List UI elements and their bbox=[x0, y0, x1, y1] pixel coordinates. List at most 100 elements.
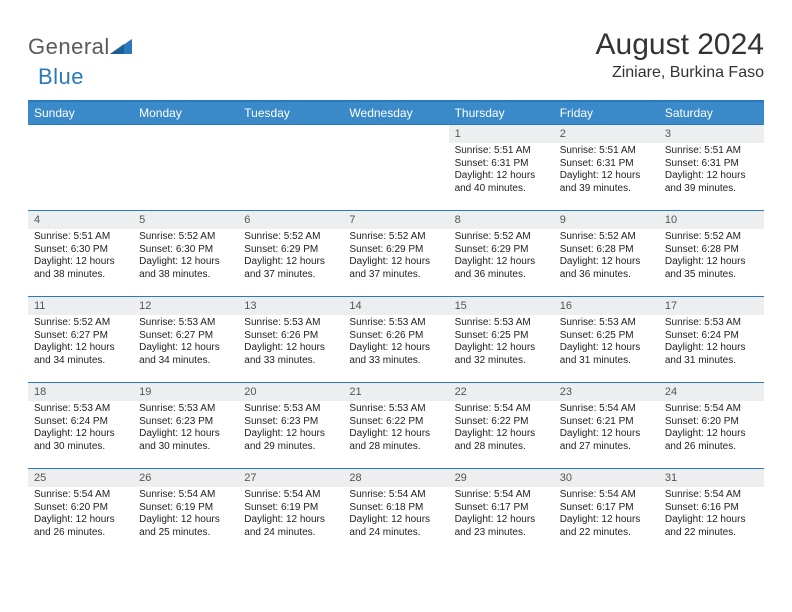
calendar-day-cell: 18Sunrise: 5:53 AMSunset: 6:24 PMDayligh… bbox=[28, 383, 133, 469]
calendar-day-cell: 29Sunrise: 5:54 AMSunset: 6:17 PMDayligh… bbox=[449, 469, 554, 555]
day-details: Sunrise: 5:53 AMSunset: 6:25 PMDaylight:… bbox=[449, 315, 554, 371]
weekday-header: Monday bbox=[133, 101, 238, 125]
calendar-day-cell: 30Sunrise: 5:54 AMSunset: 6:17 PMDayligh… bbox=[554, 469, 659, 555]
day-details: Sunrise: 5:51 AMSunset: 6:30 PMDaylight:… bbox=[28, 229, 133, 285]
calendar-table: Sunday Monday Tuesday Wednesday Thursday… bbox=[28, 100, 764, 555]
weekday-header: Saturday bbox=[659, 101, 764, 125]
weekday-header: Wednesday bbox=[343, 101, 448, 125]
day-number: 2 bbox=[554, 125, 659, 143]
calendar-day-cell: 17Sunrise: 5:53 AMSunset: 6:24 PMDayligh… bbox=[659, 297, 764, 383]
day-number: 31 bbox=[659, 469, 764, 487]
logo-text-part1: General bbox=[28, 34, 110, 60]
weekday-header: Tuesday bbox=[238, 101, 343, 125]
day-number: 6 bbox=[238, 211, 343, 229]
calendar-day-cell: 20Sunrise: 5:53 AMSunset: 6:23 PMDayligh… bbox=[238, 383, 343, 469]
calendar-day-cell bbox=[343, 125, 448, 211]
day-number bbox=[343, 125, 448, 143]
calendar-week-row: 18Sunrise: 5:53 AMSunset: 6:24 PMDayligh… bbox=[28, 383, 764, 469]
calendar-day-cell: 15Sunrise: 5:53 AMSunset: 6:25 PMDayligh… bbox=[449, 297, 554, 383]
day-number: 9 bbox=[554, 211, 659, 229]
calendar-day-cell: 28Sunrise: 5:54 AMSunset: 6:18 PMDayligh… bbox=[343, 469, 448, 555]
day-number: 21 bbox=[343, 383, 448, 401]
day-number: 16 bbox=[554, 297, 659, 315]
day-number: 25 bbox=[28, 469, 133, 487]
day-details: Sunrise: 5:52 AMSunset: 6:27 PMDaylight:… bbox=[28, 315, 133, 371]
day-number: 7 bbox=[343, 211, 448, 229]
day-number: 17 bbox=[659, 297, 764, 315]
weekday-header: Thursday bbox=[449, 101, 554, 125]
day-number: 14 bbox=[343, 297, 448, 315]
calendar-body: 1Sunrise: 5:51 AMSunset: 6:31 PMDaylight… bbox=[28, 125, 764, 555]
calendar-day-cell bbox=[133, 125, 238, 211]
day-details: Sunrise: 5:52 AMSunset: 6:30 PMDaylight:… bbox=[133, 229, 238, 285]
day-details: Sunrise: 5:51 AMSunset: 6:31 PMDaylight:… bbox=[659, 143, 764, 199]
month-title: August 2024 bbox=[596, 28, 764, 62]
calendar-day-cell bbox=[238, 125, 343, 211]
calendar-week-row: 4Sunrise: 5:51 AMSunset: 6:30 PMDaylight… bbox=[28, 211, 764, 297]
day-number bbox=[238, 125, 343, 143]
calendar-day-cell: 25Sunrise: 5:54 AMSunset: 6:20 PMDayligh… bbox=[28, 469, 133, 555]
logo-text-part2: Blue bbox=[38, 64, 84, 89]
calendar-day-cell: 1Sunrise: 5:51 AMSunset: 6:31 PMDaylight… bbox=[449, 125, 554, 211]
calendar-day-cell: 31Sunrise: 5:54 AMSunset: 6:16 PMDayligh… bbox=[659, 469, 764, 555]
calendar-day-cell: 10Sunrise: 5:52 AMSunset: 6:28 PMDayligh… bbox=[659, 211, 764, 297]
day-number: 11 bbox=[28, 297, 133, 315]
day-details: Sunrise: 5:53 AMSunset: 6:22 PMDaylight:… bbox=[343, 401, 448, 457]
day-details: Sunrise: 5:52 AMSunset: 6:29 PMDaylight:… bbox=[449, 229, 554, 285]
calendar-day-cell: 27Sunrise: 5:54 AMSunset: 6:19 PMDayligh… bbox=[238, 469, 343, 555]
day-number: 24 bbox=[659, 383, 764, 401]
day-details: Sunrise: 5:54 AMSunset: 6:18 PMDaylight:… bbox=[343, 487, 448, 543]
calendar-day-cell: 9Sunrise: 5:52 AMSunset: 6:28 PMDaylight… bbox=[554, 211, 659, 297]
day-details: Sunrise: 5:54 AMSunset: 6:16 PMDaylight:… bbox=[659, 487, 764, 543]
calendar-day-cell: 3Sunrise: 5:51 AMSunset: 6:31 PMDaylight… bbox=[659, 125, 764, 211]
calendar-header: Sunday Monday Tuesday Wednesday Thursday… bbox=[28, 101, 764, 125]
day-number: 1 bbox=[449, 125, 554, 143]
calendar-day-cell: 13Sunrise: 5:53 AMSunset: 6:26 PMDayligh… bbox=[238, 297, 343, 383]
day-number: 23 bbox=[554, 383, 659, 401]
day-number: 18 bbox=[28, 383, 133, 401]
day-number bbox=[28, 125, 133, 143]
calendar-day-cell: 6Sunrise: 5:52 AMSunset: 6:29 PMDaylight… bbox=[238, 211, 343, 297]
location: Ziniare, Burkina Faso bbox=[596, 64, 764, 82]
day-details: Sunrise: 5:53 AMSunset: 6:24 PMDaylight:… bbox=[659, 315, 764, 371]
calendar-day-cell: 11Sunrise: 5:52 AMSunset: 6:27 PMDayligh… bbox=[28, 297, 133, 383]
day-number: 29 bbox=[449, 469, 554, 487]
calendar-day-cell: 7Sunrise: 5:52 AMSunset: 6:29 PMDaylight… bbox=[343, 211, 448, 297]
day-number: 26 bbox=[133, 469, 238, 487]
day-details: Sunrise: 5:53 AMSunset: 6:23 PMDaylight:… bbox=[238, 401, 343, 457]
logo: General bbox=[28, 34, 134, 60]
day-details: Sunrise: 5:54 AMSunset: 6:17 PMDaylight:… bbox=[554, 487, 659, 543]
weekday-header: Friday bbox=[554, 101, 659, 125]
calendar-week-row: 25Sunrise: 5:54 AMSunset: 6:20 PMDayligh… bbox=[28, 469, 764, 555]
day-details: Sunrise: 5:54 AMSunset: 6:17 PMDaylight:… bbox=[449, 487, 554, 543]
calendar-page: General August 2024 Ziniare, Burkina Fas… bbox=[0, 0, 792, 555]
calendar-week-row: 11Sunrise: 5:52 AMSunset: 6:27 PMDayligh… bbox=[28, 297, 764, 383]
day-details: Sunrise: 5:51 AMSunset: 6:31 PMDaylight:… bbox=[554, 143, 659, 199]
day-details: Sunrise: 5:54 AMSunset: 6:19 PMDaylight:… bbox=[133, 487, 238, 543]
calendar-day-cell: 22Sunrise: 5:54 AMSunset: 6:22 PMDayligh… bbox=[449, 383, 554, 469]
calendar-day-cell: 5Sunrise: 5:52 AMSunset: 6:30 PMDaylight… bbox=[133, 211, 238, 297]
day-number: 12 bbox=[133, 297, 238, 315]
day-details: Sunrise: 5:54 AMSunset: 6:19 PMDaylight:… bbox=[238, 487, 343, 543]
calendar-day-cell: 16Sunrise: 5:53 AMSunset: 6:25 PMDayligh… bbox=[554, 297, 659, 383]
calendar-day-cell: 12Sunrise: 5:53 AMSunset: 6:27 PMDayligh… bbox=[133, 297, 238, 383]
calendar-day-cell: 21Sunrise: 5:53 AMSunset: 6:22 PMDayligh… bbox=[343, 383, 448, 469]
day-details: Sunrise: 5:54 AMSunset: 6:20 PMDaylight:… bbox=[28, 487, 133, 543]
day-number: 30 bbox=[554, 469, 659, 487]
day-details: Sunrise: 5:53 AMSunset: 6:26 PMDaylight:… bbox=[343, 315, 448, 371]
day-details: Sunrise: 5:53 AMSunset: 6:24 PMDaylight:… bbox=[28, 401, 133, 457]
calendar-day-cell: 24Sunrise: 5:54 AMSunset: 6:20 PMDayligh… bbox=[659, 383, 764, 469]
day-details: Sunrise: 5:53 AMSunset: 6:27 PMDaylight:… bbox=[133, 315, 238, 371]
day-details: Sunrise: 5:54 AMSunset: 6:20 PMDaylight:… bbox=[659, 401, 764, 457]
day-details: Sunrise: 5:52 AMSunset: 6:29 PMDaylight:… bbox=[238, 229, 343, 285]
day-number: 28 bbox=[343, 469, 448, 487]
day-number: 10 bbox=[659, 211, 764, 229]
calendar-day-cell bbox=[28, 125, 133, 211]
day-number: 8 bbox=[449, 211, 554, 229]
day-details: Sunrise: 5:52 AMSunset: 6:28 PMDaylight:… bbox=[659, 229, 764, 285]
day-number: 20 bbox=[238, 383, 343, 401]
calendar-day-cell: 4Sunrise: 5:51 AMSunset: 6:30 PMDaylight… bbox=[28, 211, 133, 297]
day-details: Sunrise: 5:54 AMSunset: 6:21 PMDaylight:… bbox=[554, 401, 659, 457]
day-details: Sunrise: 5:51 AMSunset: 6:31 PMDaylight:… bbox=[449, 143, 554, 199]
logo-triangle-icon bbox=[110, 36, 132, 59]
